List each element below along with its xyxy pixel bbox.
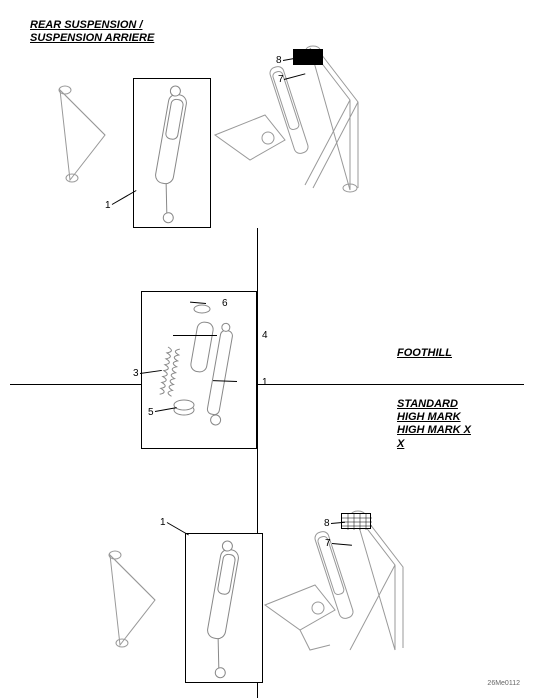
label-group-lower: STANDARD HIGH MARK HIGH MARK X X bbox=[397, 398, 471, 451]
detail-box-top bbox=[133, 78, 211, 228]
detail-box-bottom bbox=[185, 533, 263, 683]
decal-bottom bbox=[341, 513, 371, 529]
callout-mid-6: 6 bbox=[222, 298, 228, 309]
callout-bot-8: 8 bbox=[324, 518, 330, 529]
label-highmarkx: HIGH MARK X bbox=[397, 424, 471, 436]
title-line1: REAR SUSPENSION / bbox=[30, 19, 142, 31]
label-x: X bbox=[397, 438, 404, 450]
callout-mid-4: 4 bbox=[262, 330, 268, 341]
callout-top-8: 8 bbox=[276, 55, 282, 66]
drawing-number: 26Me0112 bbox=[487, 680, 520, 687]
label-highmark: HIGH MARK bbox=[397, 411, 461, 423]
callout-bot-1: 1 bbox=[160, 517, 166, 528]
callout-mid-5: 5 bbox=[148, 407, 154, 418]
bottom-assembly bbox=[100, 495, 470, 685]
callout-top-1: 1 bbox=[105, 200, 111, 211]
label-standard: STANDARD bbox=[397, 398, 458, 410]
label-foothill: FOOTHILL bbox=[397, 346, 452, 360]
callout-mid-1: 1 bbox=[262, 377, 268, 388]
callout-top-7: 7 bbox=[278, 74, 284, 85]
callout-mid-3: 3 bbox=[133, 368, 139, 379]
callout-bot-7: 7 bbox=[325, 538, 331, 549]
leader-mid-4 bbox=[173, 335, 217, 336]
